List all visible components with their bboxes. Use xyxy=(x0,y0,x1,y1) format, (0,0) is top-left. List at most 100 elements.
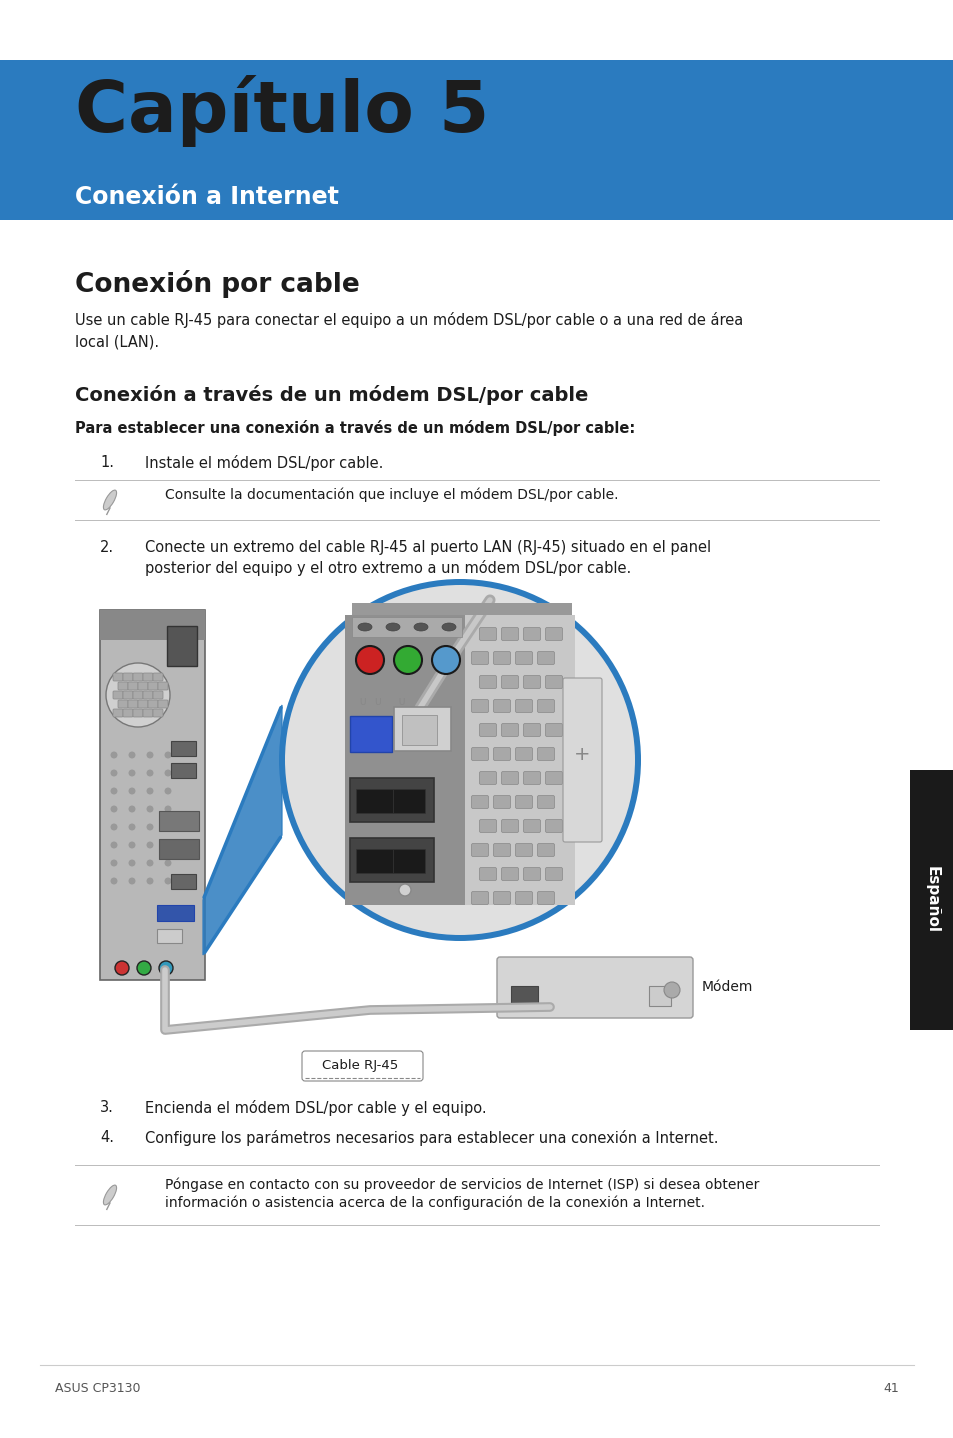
FancyBboxPatch shape xyxy=(143,692,152,699)
FancyBboxPatch shape xyxy=(537,748,554,761)
Text: 2.: 2. xyxy=(100,541,114,555)
FancyBboxPatch shape xyxy=(157,929,182,942)
Text: 4.: 4. xyxy=(100,1130,113,1145)
Circle shape xyxy=(355,646,384,674)
Ellipse shape xyxy=(357,623,372,631)
Text: Póngase en contacto con su proveedor de servicios de Internet (ISP) si desea obt: Póngase en contacto con su proveedor de … xyxy=(165,1176,759,1192)
FancyBboxPatch shape xyxy=(501,676,518,689)
FancyBboxPatch shape xyxy=(471,892,488,905)
FancyBboxPatch shape xyxy=(471,651,488,664)
FancyBboxPatch shape xyxy=(545,627,562,640)
FancyBboxPatch shape xyxy=(152,673,163,682)
FancyBboxPatch shape xyxy=(0,60,953,220)
Text: Encienda el módem DSL/por cable y el equipo.: Encienda el módem DSL/por cable y el equ… xyxy=(145,1100,486,1116)
FancyBboxPatch shape xyxy=(545,820,562,833)
Circle shape xyxy=(164,752,172,758)
FancyBboxPatch shape xyxy=(471,795,488,808)
FancyBboxPatch shape xyxy=(545,772,562,785)
Circle shape xyxy=(111,824,117,831)
FancyBboxPatch shape xyxy=(152,692,163,699)
Circle shape xyxy=(111,877,117,884)
FancyBboxPatch shape xyxy=(393,789,424,812)
Circle shape xyxy=(129,805,135,812)
FancyBboxPatch shape xyxy=(471,748,488,761)
Circle shape xyxy=(111,860,117,867)
Circle shape xyxy=(106,663,170,728)
FancyBboxPatch shape xyxy=(545,676,562,689)
Text: Capítulo 5: Capítulo 5 xyxy=(75,75,489,147)
FancyBboxPatch shape xyxy=(493,699,510,712)
FancyBboxPatch shape xyxy=(479,627,496,640)
Circle shape xyxy=(111,769,117,777)
Circle shape xyxy=(137,961,151,975)
Circle shape xyxy=(164,841,172,848)
FancyBboxPatch shape xyxy=(537,651,554,664)
Circle shape xyxy=(164,769,172,777)
FancyBboxPatch shape xyxy=(523,627,540,640)
FancyBboxPatch shape xyxy=(143,673,152,682)
FancyBboxPatch shape xyxy=(350,838,434,881)
FancyBboxPatch shape xyxy=(159,838,199,858)
FancyBboxPatch shape xyxy=(493,795,510,808)
FancyBboxPatch shape xyxy=(515,844,532,857)
FancyBboxPatch shape xyxy=(464,615,575,905)
FancyBboxPatch shape xyxy=(537,892,554,905)
Text: Español: Español xyxy=(923,867,939,933)
FancyBboxPatch shape xyxy=(123,709,132,718)
Circle shape xyxy=(147,752,153,758)
FancyBboxPatch shape xyxy=(501,867,518,880)
Circle shape xyxy=(164,805,172,812)
FancyBboxPatch shape xyxy=(523,820,540,833)
FancyBboxPatch shape xyxy=(401,715,436,745)
FancyBboxPatch shape xyxy=(545,867,562,880)
FancyBboxPatch shape xyxy=(355,848,393,873)
FancyBboxPatch shape xyxy=(355,789,393,812)
Circle shape xyxy=(111,805,117,812)
FancyBboxPatch shape xyxy=(158,682,168,690)
FancyBboxPatch shape xyxy=(537,844,554,857)
FancyBboxPatch shape xyxy=(523,723,540,736)
FancyBboxPatch shape xyxy=(148,700,158,707)
Circle shape xyxy=(147,805,153,812)
Ellipse shape xyxy=(103,490,116,510)
FancyBboxPatch shape xyxy=(545,723,562,736)
FancyBboxPatch shape xyxy=(143,709,152,718)
Ellipse shape xyxy=(103,1185,116,1205)
Text: Conecte un extremo del cable RJ-45 al puerto LAN (RJ-45) situado en el panel: Conecte un extremo del cable RJ-45 al pu… xyxy=(145,541,710,555)
Circle shape xyxy=(147,769,153,777)
FancyBboxPatch shape xyxy=(167,626,196,666)
FancyBboxPatch shape xyxy=(123,673,132,682)
FancyBboxPatch shape xyxy=(352,617,461,637)
FancyBboxPatch shape xyxy=(118,700,128,707)
Circle shape xyxy=(115,961,129,975)
FancyBboxPatch shape xyxy=(515,892,532,905)
FancyBboxPatch shape xyxy=(515,651,532,664)
FancyBboxPatch shape xyxy=(159,811,199,831)
FancyBboxPatch shape xyxy=(138,700,148,707)
FancyBboxPatch shape xyxy=(100,610,205,981)
FancyBboxPatch shape xyxy=(172,762,196,778)
FancyBboxPatch shape xyxy=(112,709,123,718)
FancyBboxPatch shape xyxy=(537,699,554,712)
Circle shape xyxy=(129,860,135,867)
FancyBboxPatch shape xyxy=(471,844,488,857)
FancyBboxPatch shape xyxy=(479,867,496,880)
Circle shape xyxy=(129,877,135,884)
Circle shape xyxy=(147,788,153,795)
Circle shape xyxy=(663,982,679,998)
Text: Módem: Módem xyxy=(701,981,753,994)
Text: U   U      U: U U U xyxy=(359,697,405,707)
Circle shape xyxy=(432,646,459,674)
Text: Cable RJ-45: Cable RJ-45 xyxy=(321,1058,397,1071)
Text: ASUS CP3130: ASUS CP3130 xyxy=(55,1382,140,1395)
Circle shape xyxy=(147,824,153,831)
Text: 1.: 1. xyxy=(100,454,113,470)
Circle shape xyxy=(164,824,172,831)
FancyBboxPatch shape xyxy=(345,615,464,905)
Circle shape xyxy=(164,877,172,884)
Ellipse shape xyxy=(414,623,428,631)
Circle shape xyxy=(285,585,635,935)
Text: posterior del equipo y el otro extremo a un módem DSL/por cable.: posterior del equipo y el otro extremo a… xyxy=(145,559,631,577)
FancyBboxPatch shape xyxy=(157,905,194,920)
Circle shape xyxy=(111,788,117,795)
